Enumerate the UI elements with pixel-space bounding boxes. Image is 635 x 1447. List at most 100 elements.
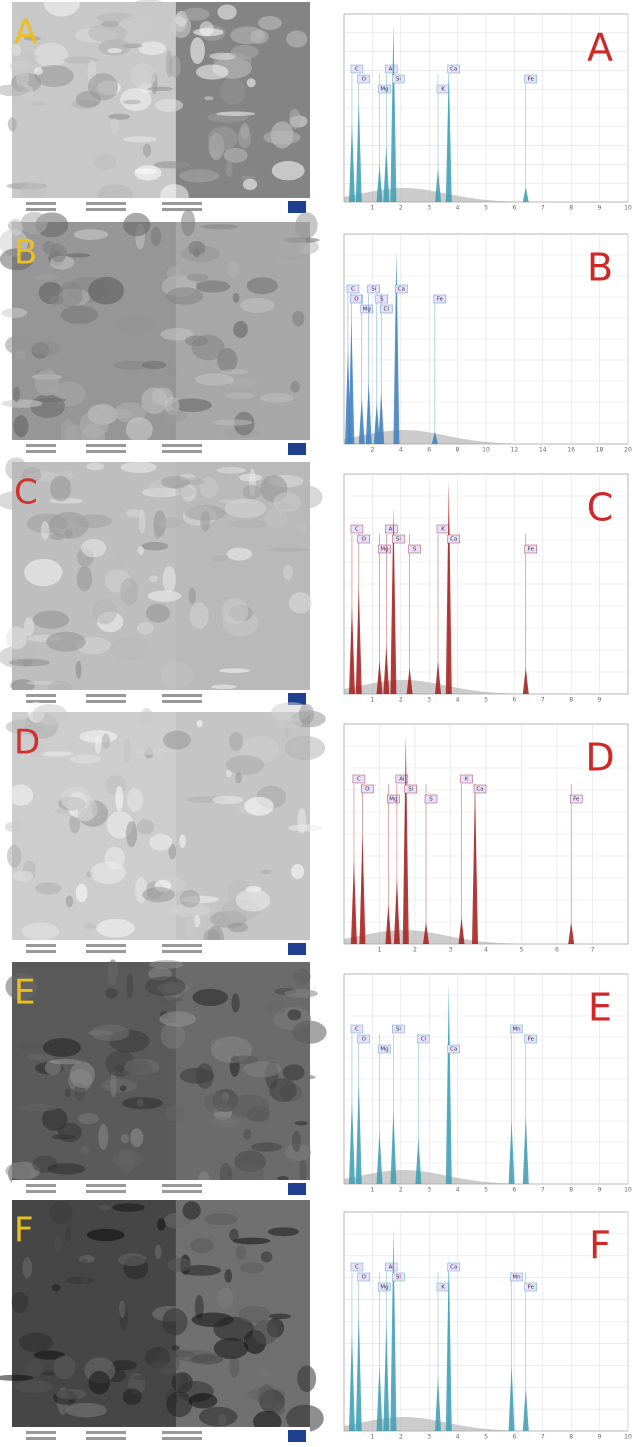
texture [269, 1078, 296, 1102]
x-tick-label: 9 [598, 1434, 602, 1441]
texture [94, 154, 117, 170]
element-label: C [357, 777, 361, 783]
element-label: Fe [528, 1037, 535, 1043]
texture [292, 1131, 301, 1152]
info-text [162, 450, 202, 453]
texture [268, 1314, 291, 1319]
texture [130, 63, 155, 89]
texture [204, 1213, 238, 1225]
element-label: Fe [528, 1285, 535, 1291]
texture [107, 48, 122, 53]
texture [99, 1205, 110, 1210]
texture [216, 112, 255, 116]
x-tick-label: 3 [427, 697, 431, 704]
texture [130, 1128, 143, 1147]
texture [181, 209, 195, 236]
texture [190, 37, 205, 64]
texture [13, 387, 20, 402]
x-tick-label: 10 [624, 1434, 632, 1441]
texture [226, 160, 233, 177]
texture [195, 373, 234, 385]
texture [201, 224, 239, 229]
image-letter: A [14, 13, 37, 53]
x-tick-label: 9 [598, 1187, 602, 1194]
texture [123, 1388, 142, 1405]
element-label: Cl [384, 307, 390, 313]
element-label: Ca [450, 1047, 457, 1053]
texture [212, 796, 243, 804]
texture [297, 1365, 316, 1392]
texture [22, 1257, 32, 1279]
texture [283, 1064, 305, 1080]
texture [89, 1371, 110, 1395]
x-tick-label: 2 [413, 947, 417, 954]
texture [50, 1201, 73, 1224]
texture [295, 1121, 308, 1125]
texture [66, 1403, 107, 1418]
texture [18, 1104, 58, 1111]
texture [183, 1201, 201, 1220]
texture [261, 1369, 270, 1377]
texture [191, 1354, 224, 1364]
texture [87, 1229, 125, 1241]
x-tick-label: 1 [370, 205, 374, 212]
texture [172, 1345, 180, 1350]
x-tick-label: 7 [591, 947, 595, 954]
element-label: Mg [380, 547, 388, 553]
texture [15, 1380, 54, 1392]
info-text [26, 1190, 56, 1193]
texture [100, 409, 133, 419]
texture [147, 87, 173, 91]
element-label: Fe [528, 547, 535, 553]
texture [119, 1300, 125, 1317]
element-label: C [355, 67, 359, 73]
texture [229, 520, 268, 529]
info-text [86, 1431, 126, 1434]
texture [80, 1258, 89, 1284]
spectrum-letter: D [585, 736, 614, 780]
texture [88, 1030, 113, 1036]
x-tick-label: 7 [541, 1187, 545, 1194]
texture [13, 871, 33, 881]
texture [21, 212, 48, 234]
texture [34, 43, 68, 68]
info-text [86, 1184, 126, 1187]
x-tick-label: 12 [511, 447, 519, 454]
texture [158, 517, 182, 528]
texture [66, 1277, 95, 1285]
texture [114, 314, 154, 336]
x-tick-label: 4 [456, 1187, 460, 1194]
texture [58, 281, 82, 307]
element-label: Al [399, 777, 405, 783]
x-tick-label: 8 [569, 205, 573, 212]
x-tick-label: 1 [370, 1434, 374, 1441]
texture [149, 834, 172, 851]
texture [43, 1038, 81, 1057]
texture [247, 277, 278, 294]
x-tick-label: 3 [427, 1434, 431, 1441]
x-tick-label: 8 [569, 1434, 573, 1441]
texture [283, 565, 293, 580]
texture [108, 114, 130, 120]
texture [8, 117, 17, 131]
logo [288, 443, 306, 455]
texture [123, 100, 141, 105]
texture [121, 462, 157, 473]
info-text [162, 700, 202, 703]
texture [53, 1355, 75, 1379]
texture [225, 499, 266, 518]
x-tick-label: 2 [399, 1434, 403, 1441]
texture [236, 1245, 246, 1260]
element-label: Mg [389, 797, 397, 803]
x-tick-label: 5 [484, 205, 488, 212]
texture [189, 1393, 218, 1408]
texture [19, 1333, 53, 1352]
texture [112, 1150, 143, 1167]
info-text [162, 444, 202, 447]
texture [210, 555, 229, 562]
element-label: Ca [450, 537, 457, 543]
texture [47, 1163, 85, 1174]
texture [32, 341, 61, 355]
texture [135, 748, 167, 755]
logo [288, 201, 306, 213]
